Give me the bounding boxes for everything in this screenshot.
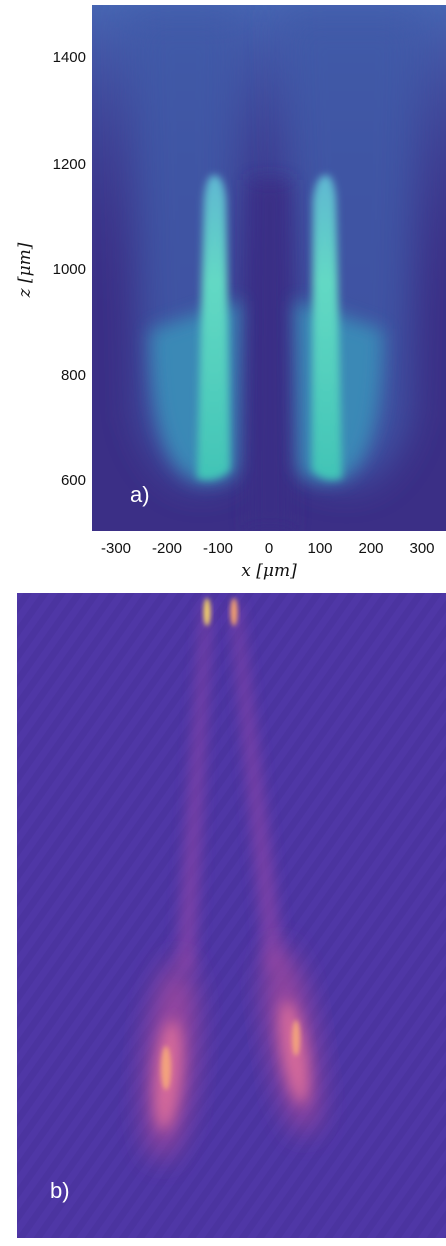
panel-a-xtick: -300 bbox=[101, 540, 131, 557]
panel-a-ylabel: z [μm] bbox=[15, 242, 35, 298]
panel-a-xtick: 100 bbox=[307, 540, 332, 557]
panel-b-beams bbox=[144, 598, 319, 1160]
panel-a-xtick: 200 bbox=[358, 540, 383, 557]
panel-b-label: b) bbox=[50, 1178, 70, 1203]
panel-a-xtick: -200 bbox=[152, 540, 182, 557]
panel-a-xlabel: x [μm] bbox=[241, 561, 297, 581]
panel-a-ytick: 800 bbox=[61, 367, 86, 384]
panel-a-ytick: 600 bbox=[61, 472, 86, 489]
panel-a-y-axis: 1400 1200 1000 800 600 z [μm] bbox=[15, 49, 86, 489]
panel-a-ytick: 1200 bbox=[53, 156, 86, 173]
panel-a-label: a) bbox=[130, 482, 150, 507]
panel-a-figure: 1400 1200 1000 800 600 z [μm] -300 -200 … bbox=[15, 5, 446, 581]
panel-a-xtick: -100 bbox=[203, 540, 233, 557]
panel-b-image-area bbox=[17, 593, 446, 1238]
panel-a-ytick: 1400 bbox=[53, 49, 86, 66]
panel-a-xtick: 300 bbox=[409, 540, 434, 557]
panel-a-ytick: 1000 bbox=[53, 261, 86, 278]
panel-b: b) bbox=[0, 590, 446, 1241]
panel-a: 1400 1200 1000 800 600 z [μm] -300 -200 … bbox=[0, 0, 446, 590]
panel-b-figure: b) bbox=[17, 593, 446, 1238]
panel-a-density-map bbox=[92, 5, 446, 531]
panel-a-xtick: 0 bbox=[265, 540, 273, 557]
panel-a-x-axis: -300 -200 -100 0 100 200 300 x [μm] bbox=[101, 540, 435, 581]
